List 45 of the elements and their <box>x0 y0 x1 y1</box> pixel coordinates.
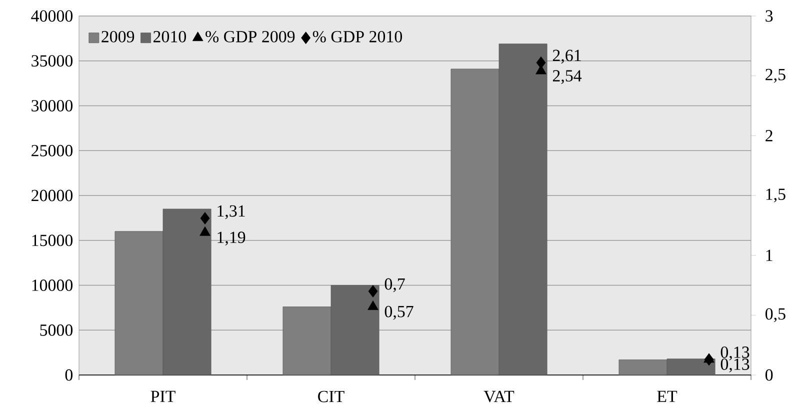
bar <box>498 44 548 375</box>
y2-tick-label: 1 <box>766 250 772 261</box>
y-tick-label: 0 <box>65 369 73 381</box>
bar <box>450 68 500 375</box>
point <box>536 56 546 69</box>
x-tick-label: CIT <box>318 390 344 402</box>
y-tick-label: 10000 <box>32 280 73 291</box>
point <box>368 300 378 310</box>
y-tick-label: 25000 <box>32 144 73 156</box>
data-label: 0,7 <box>384 278 405 292</box>
data-label: 2,54 <box>552 70 582 84</box>
bar <box>114 231 164 375</box>
data-label: 1,19 <box>218 232 246 246</box>
point <box>200 212 210 224</box>
y-tick-label: 35000 <box>32 55 73 67</box>
y2-tick-label: 3 <box>766 10 773 22</box>
legend-label: % GDP 2009 <box>206 30 295 42</box>
y-tick-label: 5000 <box>40 324 73 336</box>
bar <box>162 208 212 375</box>
bar <box>330 285 380 375</box>
x-tick-label: VAT <box>484 390 514 402</box>
y-tick-label: 20000 <box>32 190 73 202</box>
point <box>368 285 378 298</box>
data-label: 2,61 <box>552 50 581 64</box>
x-tick-label: ET <box>657 390 678 402</box>
point <box>200 226 210 236</box>
y-tick-label: 30000 <box>32 100 73 112</box>
y-tick-label: 15000 <box>32 234 73 246</box>
legend-label: 2010 <box>154 30 186 42</box>
bar <box>618 360 668 375</box>
x-tick-label: PIT <box>150 390 176 402</box>
data-label: 0,13 <box>720 346 750 360</box>
y2-tick-label: 1,5 <box>766 188 786 202</box>
bar <box>282 306 332 375</box>
data-label: 0,57 <box>384 306 414 320</box>
point <box>704 353 714 366</box>
y2-tick-label: 2,5 <box>766 68 786 83</box>
data-label: 0,13 <box>720 358 750 372</box>
data-label: 1,31 <box>218 205 245 220</box>
legend-label: % GDP 2010 <box>312 30 402 42</box>
y2-tick-label: 0 <box>765 369 773 381</box>
y2-tick-label: 0,5 <box>765 308 786 322</box>
y2-tick-label: 2 <box>766 130 772 142</box>
y-tick-label: 40000 <box>31 10 73 22</box>
legend-label: 2009 <box>102 30 134 42</box>
